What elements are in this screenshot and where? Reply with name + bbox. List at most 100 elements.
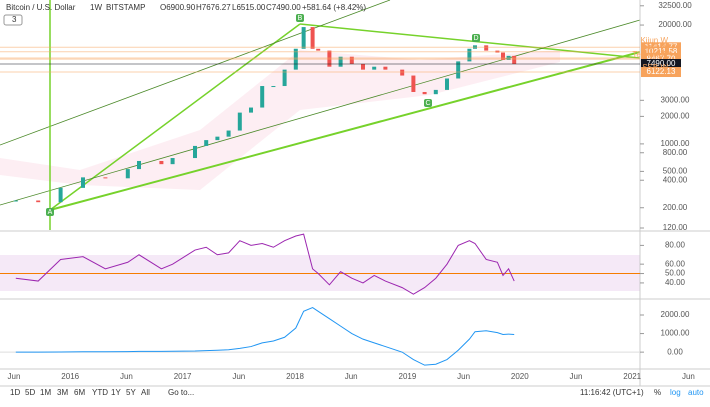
- candle: [81, 177, 85, 188]
- y-tick-label: 20000.00: [658, 20, 692, 29]
- price-tag: [641, 46, 681, 57]
- line-label: SSB W: [642, 63, 668, 72]
- candle: [501, 52, 505, 60]
- range-button[interactable]: 1M: [40, 388, 51, 397]
- percent-toggle[interactable]: %: [654, 388, 661, 397]
- pattern-marker: [296, 14, 304, 22]
- candle: [137, 160, 141, 170]
- pattern-marker: [472, 34, 480, 42]
- candle: [445, 78, 449, 90]
- indicator-count[interactable]: 3: [12, 15, 17, 24]
- x-tick-label: Jun: [570, 372, 583, 381]
- candle: [433, 89, 438, 95]
- y-tick-label: 200.00: [663, 203, 688, 212]
- rsi-band: [0, 255, 640, 291]
- y-tick-label: 500.00: [663, 166, 688, 175]
- candle: [484, 45, 489, 51]
- candle: [456, 61, 461, 79]
- auto-toggle[interactable]: auto: [688, 388, 704, 397]
- candle: [271, 86, 276, 88]
- candle: [310, 27, 315, 49]
- macd-line: [15, 307, 515, 366]
- pattern-marker: [46, 208, 54, 216]
- price-tag: [641, 67, 681, 78]
- candle: [411, 75, 416, 92]
- y-tick-label: 2000.00: [661, 310, 690, 319]
- candle: [237, 112, 242, 131]
- ohlc: O6900.90: [160, 3, 196, 12]
- pattern-label: B: [298, 15, 303, 22]
- ohlc: C7490.00: [266, 3, 301, 12]
- candle: [13, 200, 18, 202]
- candle: [349, 56, 354, 64]
- price-tag: [641, 59, 681, 70]
- candle: [260, 86, 265, 108]
- y-tick-label: 0.00: [667, 347, 683, 356]
- goto-button[interactable]: Go to...: [168, 388, 194, 397]
- pattern-marker: [424, 99, 432, 107]
- range-button[interactable]: All: [141, 388, 150, 397]
- y-tick-label: 1000.00: [661, 329, 690, 338]
- candle: [193, 145, 197, 159]
- range-button[interactable]: 3M: [57, 388, 68, 397]
- x-tick-label: 2016: [61, 372, 79, 381]
- trendline: [0, 19, 641, 206]
- range-button[interactable]: 5D: [25, 388, 35, 397]
- indicator-toggle[interactable]: [3, 14, 23, 26]
- candle: [301, 27, 306, 49]
- y-tick-label: 2000.00: [661, 112, 690, 121]
- x-tick-label: Jun: [682, 372, 695, 381]
- symbol: Bitcoin / U.S. Dollar: [6, 3, 76, 12]
- price-tag-label: 7490.00: [647, 59, 676, 68]
- range-button[interactable]: 1Y: [111, 388, 121, 397]
- pattern-label: A: [48, 209, 53, 216]
- candle: [361, 63, 365, 70]
- ichimoku-cloud: [0, 50, 560, 190]
- range-button[interactable]: 1D: [10, 388, 20, 397]
- candle: [103, 177, 108, 179]
- candle: [249, 107, 253, 113]
- pattern-label: D: [473, 35, 478, 42]
- ohlc: L6515.00: [232, 3, 266, 12]
- change: +581.64 (+8.42%): [302, 3, 366, 12]
- candle: [383, 66, 388, 70]
- candle: [215, 136, 220, 141]
- log-toggle[interactable]: log: [670, 388, 681, 397]
- y-tick-label: 800.00: [663, 148, 688, 157]
- trendline: [49, 23, 301, 211]
- candle: [400, 69, 405, 76]
- x-tick-label: 2020: [511, 372, 529, 381]
- x-tick-label: 2021: [623, 372, 641, 381]
- interval: 1W: [90, 3, 102, 12]
- price-tag-label: 8467.70: [647, 54, 676, 63]
- y-tick-label: 32500.00: [658, 1, 692, 10]
- candle: [316, 48, 321, 51]
- trendline: [49, 51, 641, 211]
- candle: [512, 55, 517, 65]
- range-button[interactable]: YTD: [92, 388, 108, 397]
- range-button[interactable]: 6M: [74, 388, 85, 397]
- candle: [282, 69, 287, 87]
- x-tick-label: Jun: [8, 372, 21, 381]
- x-tick-label: Jun: [232, 372, 245, 381]
- rsi-line: [15, 233, 515, 295]
- candle: [36, 200, 41, 203]
- exchange: BITSTAMP: [106, 3, 145, 12]
- line-label: Tenkan W: [632, 50, 668, 59]
- line-label: Kijun W: [640, 36, 668, 45]
- candle: [226, 130, 231, 137]
- candle: [204, 140, 209, 146]
- y-tick-label: 120.00: [663, 223, 688, 232]
- candle: [338, 56, 343, 67]
- y-tick-label: 60.00: [665, 259, 686, 268]
- x-tick-label: 2019: [399, 372, 417, 381]
- x-tick-label: Jun: [120, 372, 133, 381]
- y-tick-label: 80.00: [665, 240, 686, 249]
- candle: [467, 48, 472, 62]
- y-tick-label: 40.00: [665, 278, 686, 287]
- ohlc: H7676.27: [196, 3, 231, 12]
- range-button[interactable]: 5Y: [126, 388, 136, 397]
- y-tick-label: 1000.00: [661, 139, 690, 148]
- candle: [422, 91, 427, 95]
